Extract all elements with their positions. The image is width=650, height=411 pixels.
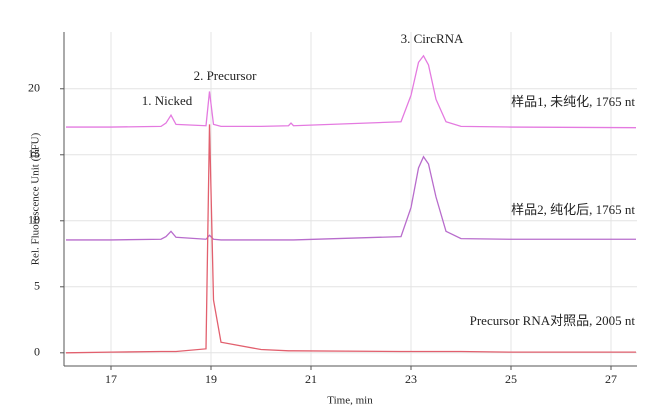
x-tick-label: 21 — [305, 372, 317, 386]
x-axis-label: Time, min — [327, 395, 373, 407]
series-label: Precursor RNA对照品, 2005 nt — [470, 313, 636, 328]
series-line — [65, 124, 636, 354]
y-tick-label: 5 — [34, 279, 40, 293]
series-line — [66, 54, 637, 129]
y-tick-label: 10 — [28, 213, 40, 227]
y-tick-label: 20 — [28, 81, 40, 95]
y-tick-label: 15 — [28, 147, 40, 161]
x-tick-label: 17 — [105, 372, 117, 386]
x-tick-label: 23 — [405, 372, 417, 386]
x-tick-label: 25 — [505, 372, 517, 386]
annotation: 1. Nicked — [142, 93, 193, 108]
series-line — [66, 155, 636, 241]
y-axis-label: Rel. Fluorescence Unit (RFU) — [30, 132, 42, 265]
x-tick-label: 27 — [605, 372, 617, 386]
series-label: 样品1, 未纯化, 1765 nt — [511, 94, 635, 109]
x-tick-label: 19 — [205, 372, 217, 386]
annotation: 2. Precursor — [194, 68, 257, 83]
annotation: 3. CircRNA — [401, 31, 464, 46]
series-label: 样品2, 纯化后, 1765 nt — [511, 202, 635, 217]
y-tick-label: 0 — [34, 345, 40, 359]
